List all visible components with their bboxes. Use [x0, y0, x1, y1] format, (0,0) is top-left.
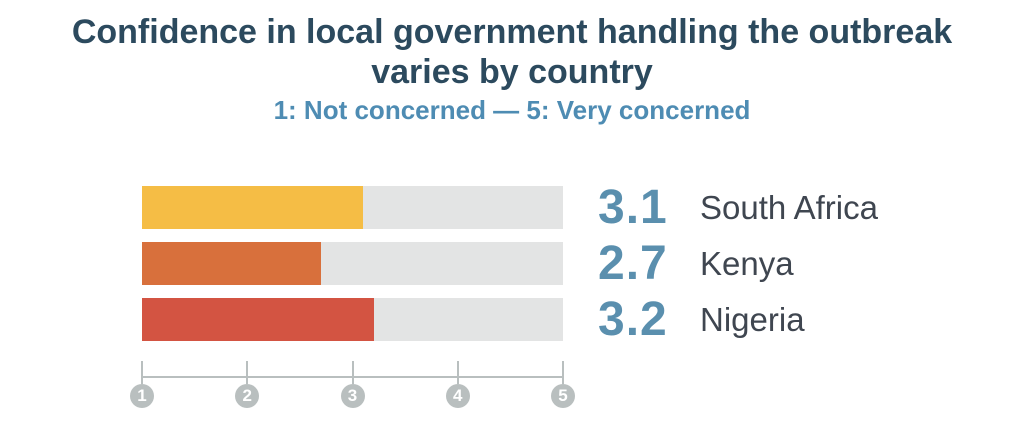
x-axis-tick-mark-1	[141, 361, 143, 384]
bar-row-south-africa	[142, 186, 563, 229]
x-axis-tick-mark-3	[351, 361, 354, 384]
label-row-nigeria: 3.2 Nigeria	[598, 293, 878, 346]
bar-track	[142, 298, 563, 341]
label-row-kenya: 2.7 Kenya	[598, 237, 878, 290]
x-axis-tick-label-2: 2	[235, 384, 260, 408]
bar-fill-kenya	[142, 242, 321, 285]
x-axis-tick-mark-4	[456, 361, 459, 384]
bars-area	[142, 186, 563, 354]
country-label-south-africa: South Africa	[700, 188, 878, 226]
x-axis-tick-label-1: 1	[130, 384, 154, 408]
x-axis-tick-label-4: 4	[445, 384, 470, 408]
value-label-nigeria: 3.2	[598, 293, 668, 346]
x-axis: 1 2 3 4 5	[130, 361, 575, 408]
x-axis-tick-mark-5	[562, 361, 564, 384]
bar-row-nigeria	[142, 298, 563, 341]
bar-fill-nigeria	[142, 298, 374, 341]
value-label-south-africa: 3.1	[598, 181, 668, 234]
chart-title: Confidence in local government handling …	[0, 12, 1024, 92]
x-axis-tick-label-3: 3	[340, 384, 365, 408]
bar-track	[142, 186, 563, 229]
label-row-south-africa: 3.1 South Africa	[598, 181, 878, 234]
value-labels-column: 3.1 South Africa 2.7 Kenya 3.2 Nigeria	[598, 181, 878, 354]
bar-fill-south-africa	[142, 186, 364, 229]
chart-subtitle: 1: Not concerned — 5: Very concerned	[273, 95, 751, 125]
bar-row-kenya	[142, 242, 563, 285]
value-label-kenya: 2.7	[598, 237, 668, 290]
chart-title-line1: Confidence in local government handling …	[71, 13, 953, 51]
country-label-nigeria: Nigeria	[700, 300, 805, 338]
country-label-kenya: Kenya	[700, 244, 794, 282]
x-axis-tick-label-5: 5	[551, 384, 575, 408]
chart-title-line2: varies by country	[371, 53, 653, 91]
bar-track	[142, 242, 563, 285]
x-axis-tick-mark-2	[246, 361, 249, 384]
